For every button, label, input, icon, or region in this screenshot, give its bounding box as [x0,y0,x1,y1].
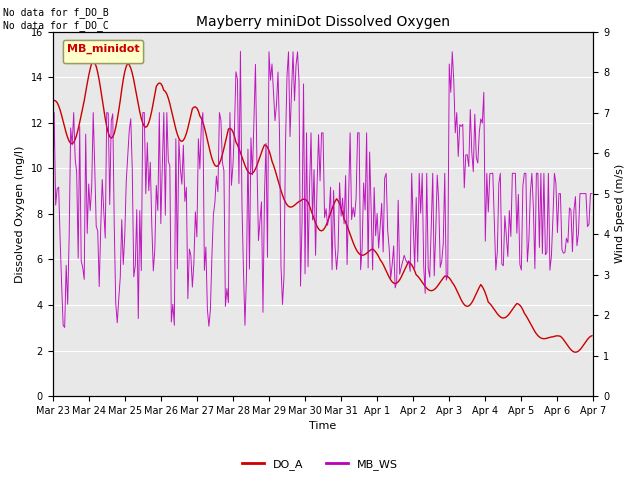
Legend: DO_A, MB_WS: DO_A, MB_WS [237,455,403,474]
Title: Mayberry miniDot Dissolved Oxygen: Mayberry miniDot Dissolved Oxygen [196,15,450,29]
Text: No data for f_DO_C: No data for f_DO_C [3,20,109,31]
Y-axis label: Wind Speed (m/s): Wind Speed (m/s) [615,164,625,264]
Legend:  [63,40,143,63]
Y-axis label: Dissolved Oxygen (mg/l): Dissolved Oxygen (mg/l) [15,145,25,283]
Text: No data for f_DO_B: No data for f_DO_B [3,7,109,18]
X-axis label: Time: Time [309,421,337,432]
